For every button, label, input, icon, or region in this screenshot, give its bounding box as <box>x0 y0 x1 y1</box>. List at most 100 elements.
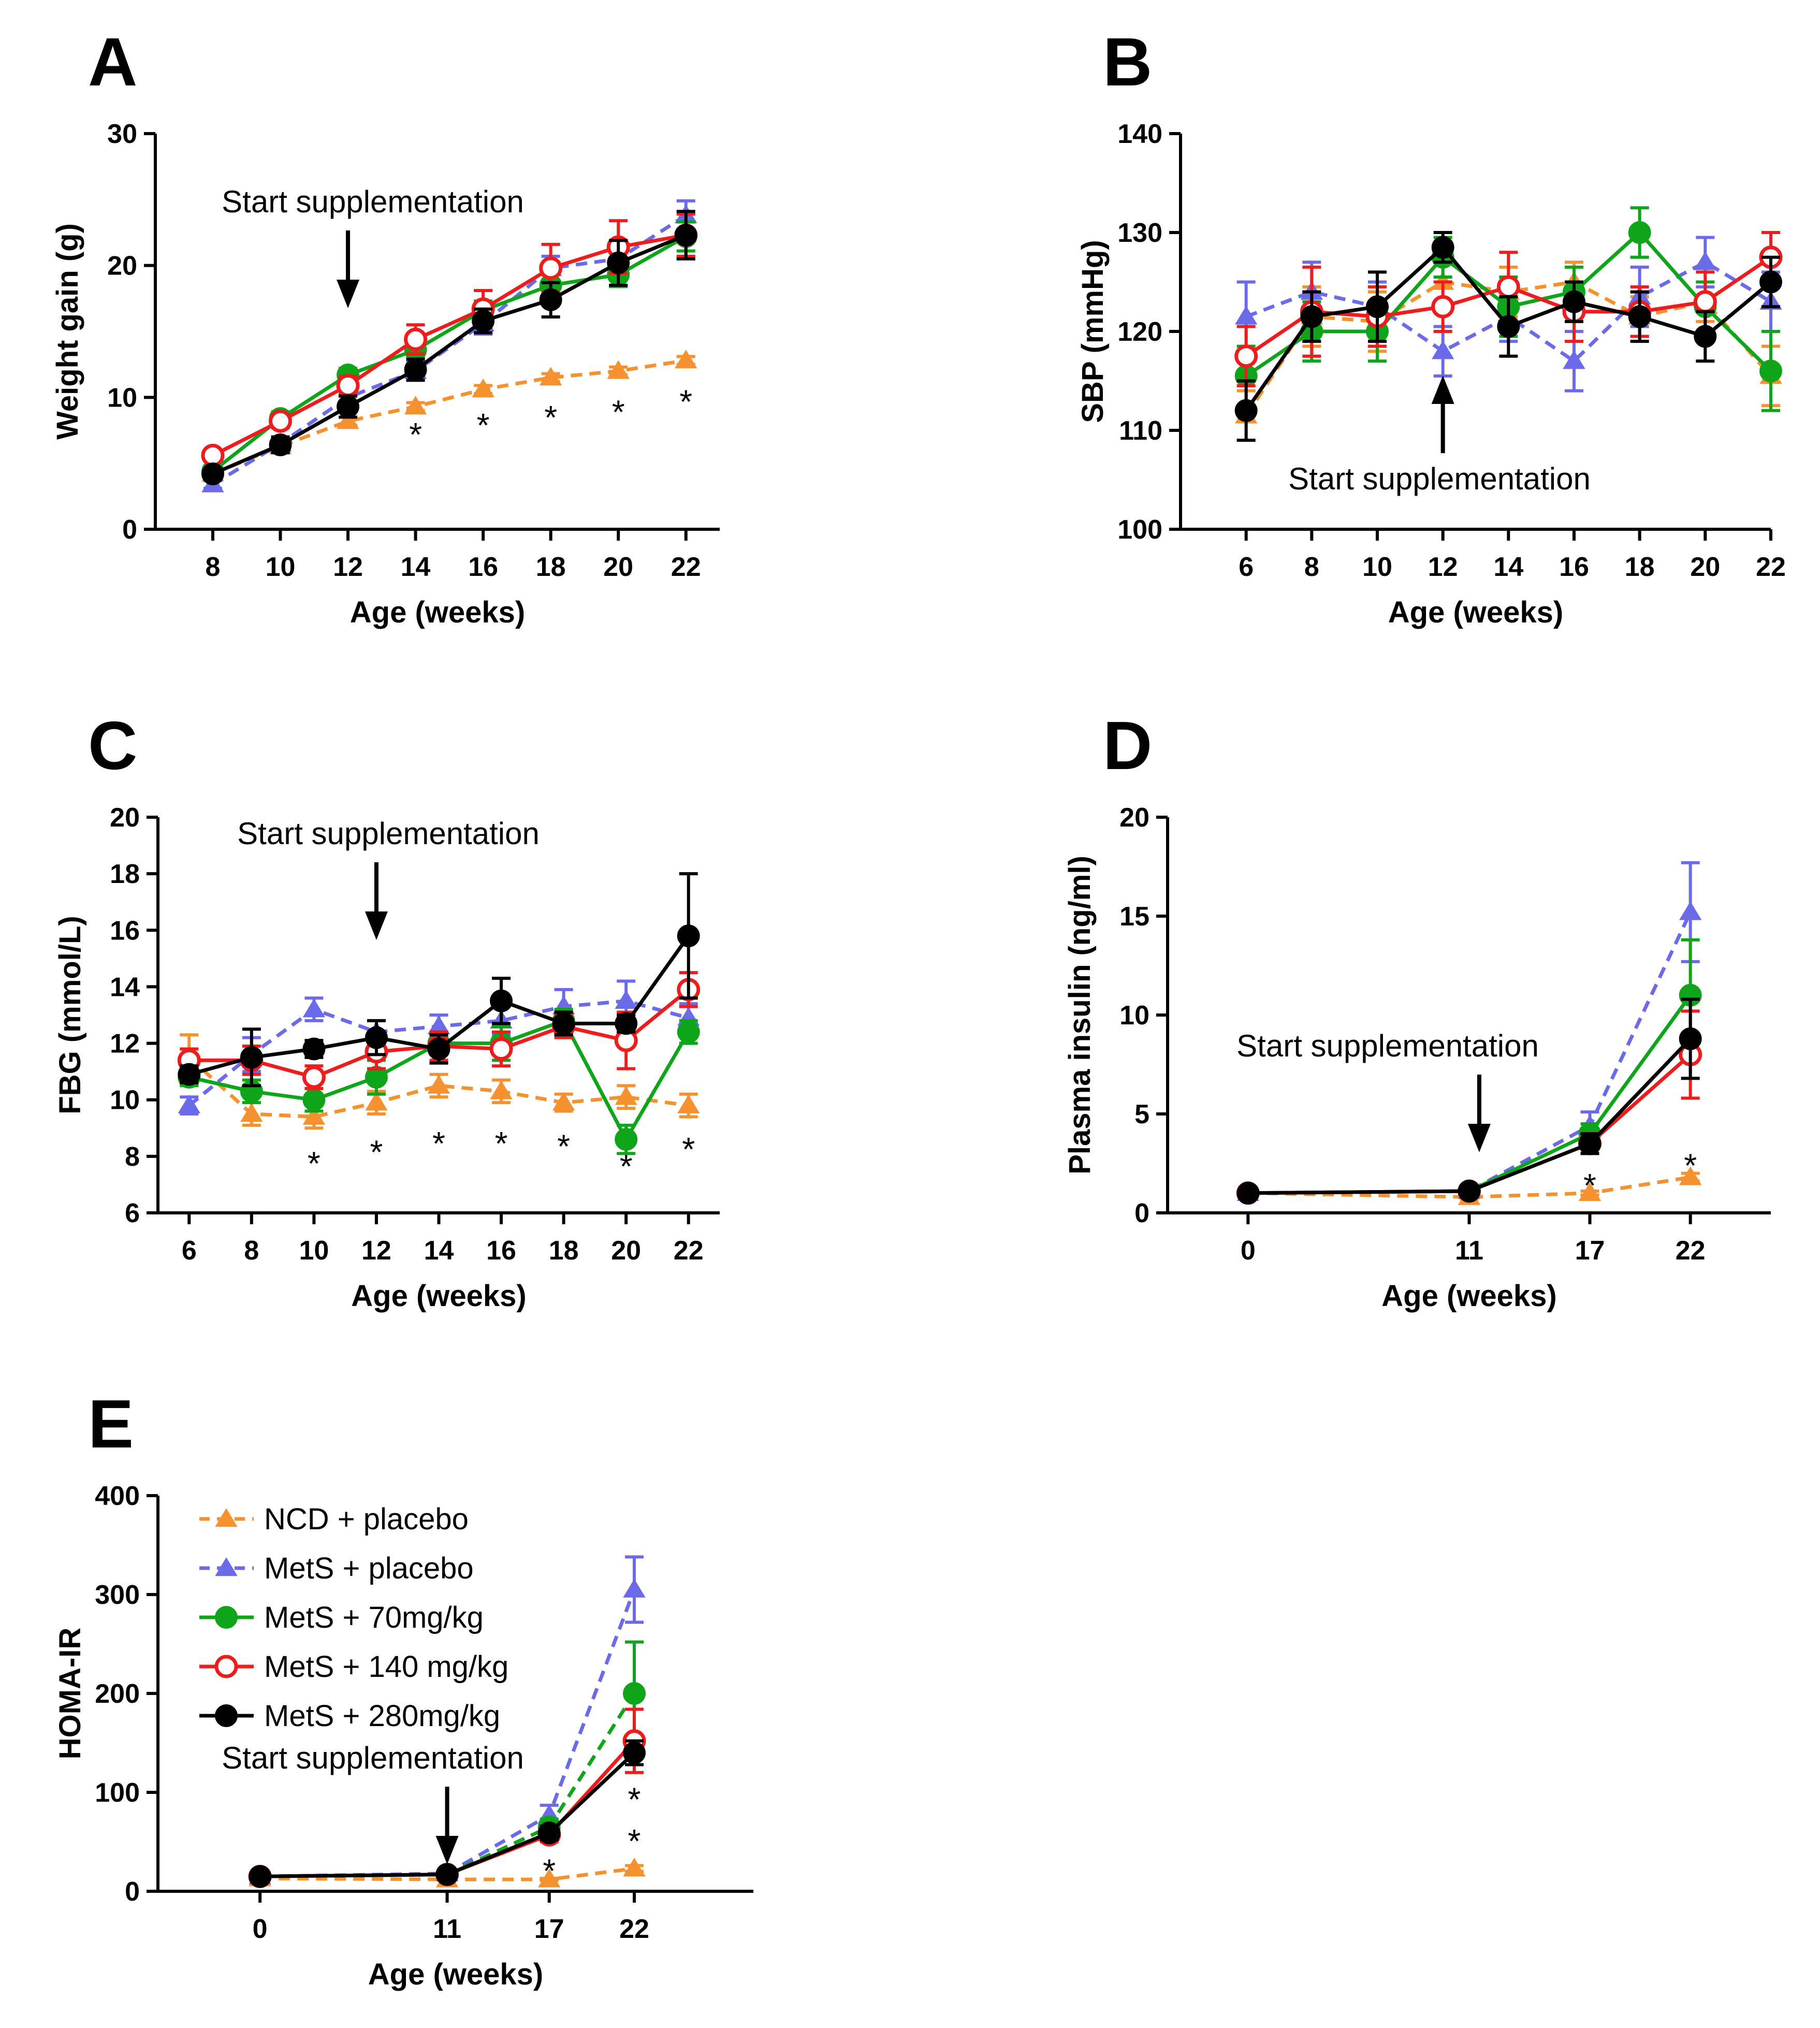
x-tick-label: 14 <box>424 1236 454 1266</box>
y-tick-label: 20 <box>107 251 137 281</box>
x-tick-label: 0 <box>1241 1236 1256 1266</box>
significance-marker: * <box>628 1781 641 1818</box>
data-point <box>623 1858 646 1877</box>
data-point <box>435 1863 459 1886</box>
data-point <box>615 1128 638 1151</box>
panel-letter-b: B <box>1103 24 1152 100</box>
y-tick-label: 100 <box>1117 515 1162 545</box>
legend-label-m140: MetS + 140 mg/kg <box>264 1650 508 1684</box>
significance-marker: * <box>432 1125 445 1162</box>
annotation-start-supplementation: Start supplementation <box>1288 461 1591 496</box>
y-tick-label: 300 <box>95 1580 140 1610</box>
data-point <box>490 989 513 1012</box>
y-tick-label: 400 <box>95 1481 140 1511</box>
y-axis-title: FBG (mmol/L) <box>53 916 87 1114</box>
data-point <box>365 1026 388 1049</box>
data-point <box>537 1868 561 1888</box>
y-tick-label: 14 <box>110 972 140 1002</box>
data-point <box>472 309 495 332</box>
data-point <box>1300 305 1323 328</box>
y-tick-label: 0 <box>1134 1198 1149 1228</box>
significance-marker: * <box>495 1125 508 1162</box>
y-axis-title: Plasma insulin (ng/ml) <box>1063 856 1097 1175</box>
data-point <box>539 367 562 386</box>
x-tick-label: 16 <box>1559 552 1589 582</box>
data-point <box>675 350 697 369</box>
data-point <box>302 1037 326 1061</box>
y-tick-label: 15 <box>1119 902 1149 932</box>
data-point <box>1563 290 1585 313</box>
data-point <box>240 1046 263 1069</box>
panel-a: A 0 10 20 30 8 10 12 14 16 18 20 22 Age (weeks) Weight… <box>51 24 720 629</box>
y-tick-label: 110 <box>1119 416 1162 446</box>
legend-marker-m70 <box>215 1606 238 1629</box>
significance-marker: * <box>308 1145 321 1182</box>
data-point <box>1578 1182 1601 1201</box>
data-point <box>623 1741 646 1764</box>
arrow-icon <box>435 1787 459 1864</box>
data-point <box>1366 295 1389 318</box>
data-point <box>677 924 700 948</box>
data-point <box>404 358 427 381</box>
panel-e: E 0 100 200 300 400 0 11 17 22 Age (weeks) HOMA-IR S… <box>53 1386 753 1991</box>
data-point <box>623 1682 646 1705</box>
y-axis-title: HOMA-IR <box>53 1628 87 1760</box>
data-point <box>490 1080 513 1099</box>
series-m280 <box>1236 997 1702 1205</box>
arrow-icon <box>1431 375 1454 453</box>
y-tick-label: 200 <box>95 1679 140 1709</box>
series-line <box>1248 1037 1692 1195</box>
x-axis-title: Age (weeks) <box>351 1279 526 1313</box>
x-tick-label: 17 <box>534 1914 564 1944</box>
series-line <box>260 1751 636 1878</box>
panel-letter-a: A <box>88 24 137 100</box>
series-m280 <box>1234 231 1782 442</box>
data-point <box>178 1094 200 1113</box>
data-point <box>1693 290 1717 314</box>
data-point <box>1497 315 1520 338</box>
data-point <box>178 1063 201 1086</box>
x-tick-label: 17 <box>1575 1236 1605 1266</box>
data-point <box>201 443 225 467</box>
legend-label-m70: MetS + 70mg/kg <box>264 1601 484 1634</box>
significance-marker: * <box>682 1131 695 1168</box>
data-point <box>615 990 637 1009</box>
data-point <box>302 998 326 1018</box>
data-point <box>1759 270 1782 294</box>
x-tick-label: 20 <box>611 1236 641 1266</box>
x-tick-label: 11 <box>1455 1236 1483 1266</box>
arrow-head <box>1431 375 1454 404</box>
data-point <box>1694 251 1717 270</box>
y-tick-label: 18 <box>110 859 140 889</box>
x-axis-title: Age (weeks) <box>1381 1279 1556 1313</box>
data-point <box>1759 359 1782 383</box>
data-point <box>607 251 630 274</box>
panel-b: B 100 110 120 130 140 6 8 10 12 14 16 18 20 22 Age (wee… <box>1076 24 1786 629</box>
data-point <box>539 256 563 280</box>
x-tick-label: 8 <box>244 1236 259 1266</box>
data-point <box>1431 340 1454 359</box>
data-point <box>1431 295 1455 318</box>
data-point <box>337 410 359 429</box>
data-point <box>1234 399 1258 422</box>
data-point <box>489 1037 513 1061</box>
annotation-start-supplementation: Start supplementation <box>222 1741 524 1775</box>
x-tick-label: 11 <box>433 1914 461 1944</box>
data-point <box>302 1106 326 1125</box>
series-line <box>1248 1175 1691 1199</box>
x-tick-label: 6 <box>182 1236 197 1266</box>
arrow-icon <box>365 862 388 940</box>
data-point <box>1679 1166 1702 1185</box>
legend-label-ncd: NCD + placebo <box>264 1502 469 1536</box>
data-point <box>1234 306 1258 325</box>
data-point <box>1236 1181 1260 1205</box>
x-axis-title: Age (weeks) <box>350 596 525 629</box>
significance-marker: * <box>477 407 490 444</box>
y-axis-title: SBP (mmHg) <box>1076 240 1110 423</box>
data-point <box>607 360 630 379</box>
x-tick-label: 8 <box>1304 552 1319 582</box>
legend-marker-ncd <box>215 1508 238 1527</box>
x-tick-label: 16 <box>486 1236 516 1266</box>
x-tick-label: 22 <box>1756 552 1786 582</box>
